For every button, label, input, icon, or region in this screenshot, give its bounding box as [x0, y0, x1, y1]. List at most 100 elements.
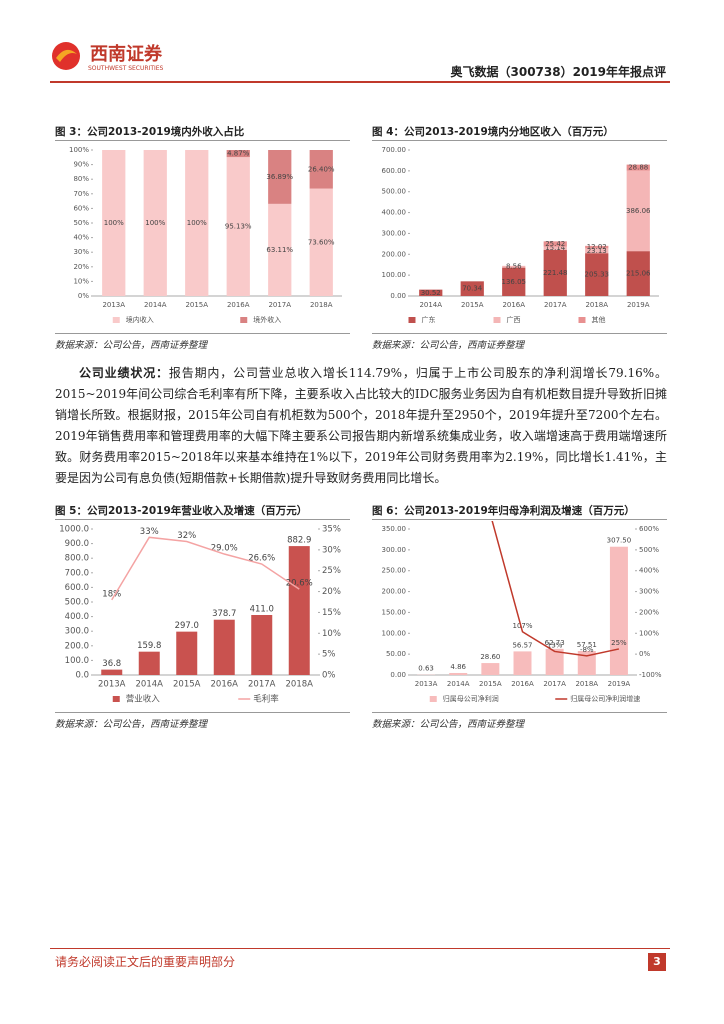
legend-label: 境外收入	[253, 315, 281, 324]
y-tick-label: 100.00	[382, 271, 407, 279]
x-tick-label: 2018A	[286, 680, 314, 690]
y-tick-label: 500.0	[65, 598, 89, 608]
rule	[372, 712, 667, 713]
legend-label: 广东	[422, 315, 436, 324]
y-tick-label: 200.00	[382, 588, 407, 596]
source: 数据来源：公司公告，西南证券整理	[372, 719, 525, 730]
rule	[55, 140, 350, 141]
y-tick-label: 100.00	[382, 629, 407, 637]
figure-title: 图 5：公司2013-2019年营业收入及增速（百万元）	[55, 505, 308, 517]
data-label: 15.14	[545, 244, 566, 252]
x-tick-label: 2016A	[502, 301, 525, 309]
paragraph: 公司业绩状况：报告期内，公司营业总收入增长114.79%，归属于上市公司股东的净…	[55, 363, 667, 489]
report-title: 奥飞数据（300738）2019年年报点评	[450, 65, 667, 79]
data-label: 20.6%	[286, 579, 313, 589]
y2-tick-label: 100%	[639, 629, 659, 637]
x-tick-label: 2014A	[144, 301, 167, 309]
data-label: 100%	[187, 219, 207, 227]
y2-tick-label: 500%	[639, 546, 659, 554]
x-tick-label: 2016A	[511, 680, 534, 688]
bar	[138, 651, 160, 675]
bar	[543, 246, 567, 250]
y-tick-label: 800.0	[65, 554, 89, 564]
data-label: 0.63	[418, 665, 434, 673]
legend-swatch	[240, 317, 248, 323]
header-rule	[50, 81, 670, 83]
x-tick-label: 2015A	[461, 301, 484, 309]
y-tick-label: 350.00	[382, 525, 407, 533]
y-tick-label: 80%	[73, 175, 89, 183]
data-label: 307.50	[607, 537, 632, 545]
data-label: 30.52	[421, 289, 441, 297]
x-tick-label: 2017A	[248, 680, 276, 690]
data-label: 136.05	[502, 278, 527, 286]
data-label: 70.34	[462, 285, 483, 293]
y-tick-label: 20%	[73, 263, 89, 271]
data-label: 33%	[140, 527, 159, 537]
chart: 0.00 100.00 200.00 300.00 400.00 500.00 600.00…	[382, 146, 659, 324]
bar	[185, 150, 209, 296]
figure-title: 图 6：公司2013-2019年归母净利润及增速（百万元）	[372, 505, 635, 517]
data-label: 23.13	[587, 247, 607, 255]
rule	[55, 519, 350, 520]
x-tick-label: 2015A	[185, 301, 208, 309]
bar	[543, 241, 567, 247]
bar	[502, 265, 526, 268]
y2-tick-label: 400%	[639, 567, 659, 575]
legend-swatch	[429, 696, 437, 702]
data-label: 12.02	[587, 243, 607, 251]
logo-text: 西南证券	[90, 44, 162, 65]
y2-tick-label: 600%	[639, 525, 659, 533]
data-label: 100%	[145, 219, 165, 227]
x-tick-label: 2013A	[102, 301, 125, 309]
y-tick-label: 250.00	[382, 567, 407, 575]
bar	[419, 289, 443, 296]
data-label: 386.06	[626, 207, 651, 215]
y-tick-label: 0.00	[390, 292, 406, 300]
data-label: 4.87%	[227, 150, 250, 158]
data-label: 95.13%	[225, 223, 252, 231]
bar	[545, 648, 564, 675]
text: 报告期内，公司营业总收入增长114.79%，归属于上市公司股东的净利润增长79.…	[55, 366, 667, 485]
chart: 0.0 100.0 200.0 300.0 400.0 500.0 600.0 700.0 80…	[59, 525, 341, 705]
y-tick-label: 90%	[73, 161, 89, 169]
data-label: 56.57	[512, 641, 532, 649]
data-label: 29.0%	[211, 544, 238, 554]
x-tick-label: 2014A	[419, 301, 442, 309]
x-tick-label: 2013A	[98, 680, 126, 690]
rule	[372, 333, 667, 334]
data-label: 62.73	[545, 639, 565, 647]
bar	[143, 150, 167, 296]
bar	[309, 188, 333, 296]
lead: 公司业绩状况：	[79, 366, 169, 380]
y-tick-label: 600.0	[65, 583, 89, 593]
logo-mark	[52, 42, 80, 70]
bar	[226, 157, 250, 296]
data-label: 882.9	[287, 536, 311, 546]
data-label: 36.89%	[266, 173, 293, 181]
data-label: 107%	[512, 622, 532, 630]
bar	[585, 245, 609, 249]
legend-swatch	[408, 317, 416, 323]
source: 数据来源：公司公告，西南证券整理	[55, 719, 208, 730]
x-tick-label: 2014A	[136, 680, 164, 690]
data-label: 159.8	[137, 641, 161, 651]
y2-tick-label: 5%	[322, 650, 336, 660]
legend-label: 其他	[592, 315, 606, 324]
y-tick-label: 400.00	[382, 209, 407, 217]
y-tick-label: 0%	[78, 292, 89, 300]
y2-tick-label: 20%	[322, 587, 341, 597]
bar	[213, 619, 235, 675]
y2-tick-label: 10%	[322, 629, 341, 639]
legend-swatch	[112, 696, 120, 702]
bar	[102, 150, 126, 296]
footer-notice: 请务必阅读正文后的重要声明部分	[55, 955, 236, 969]
x-tick-label: 2017A	[268, 301, 291, 309]
y2-tick-label: 35%	[322, 525, 341, 535]
x-tick-label: 2016A	[211, 680, 239, 690]
data-label: 411.0	[250, 604, 274, 614]
legend-label: 毛利率	[253, 694, 279, 705]
legend-label: 广西	[507, 315, 521, 324]
figure-title: 图 3：公司2013-2019境内外收入占比	[55, 126, 245, 138]
line	[111, 536, 300, 601]
